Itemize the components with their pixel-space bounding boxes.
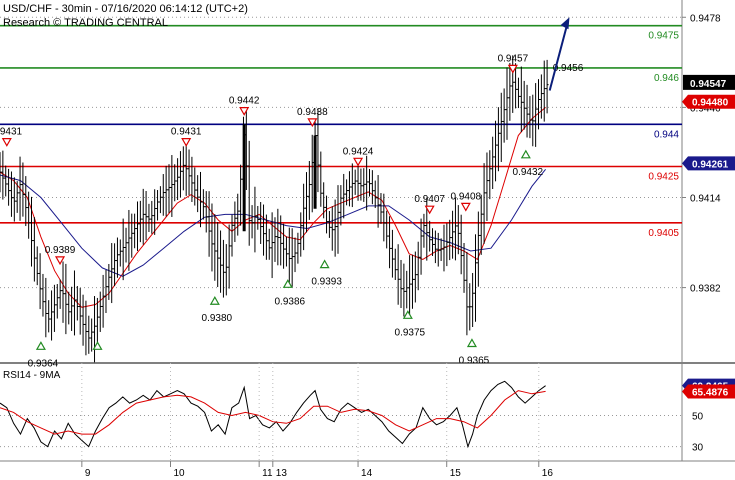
down-marker bbox=[424, 205, 435, 215]
level-label: 0.9425 bbox=[648, 172, 679, 183]
y-tick-label: 0.9414 bbox=[690, 193, 721, 204]
level-label: 0.946 bbox=[654, 73, 679, 84]
forecast-arrow bbox=[548, 17, 570, 91]
swing-markers: 0.9431 0.9364 0.9389 0.9431 0.9380 0.9442 0.93… bbox=[0, 53, 584, 369]
swing-high-label: 0.9438 bbox=[297, 107, 328, 118]
down-marker bbox=[307, 118, 318, 128]
rsi-badge-bg bbox=[682, 384, 735, 399]
down-marker bbox=[239, 107, 250, 116]
up-marker bbox=[466, 338, 477, 348]
y-gridlines bbox=[0, 16, 682, 448]
down-marker bbox=[54, 256, 66, 266]
x-tick-label: 9 bbox=[85, 468, 91, 479]
y-tick-label: 0.9382 bbox=[690, 284, 721, 295]
axis-badge-text: 0.94480 bbox=[692, 98, 729, 109]
up-marker bbox=[402, 310, 413, 319]
x-tick-label: 16 bbox=[542, 468, 554, 479]
x-tick-label: 15 bbox=[450, 468, 462, 479]
up-marker bbox=[282, 279, 293, 288]
horizontal-levels: 0.9475 0.946 0.944 0.9425 0.9405 bbox=[0, 24, 682, 239]
swing-low-label: 0.9380 bbox=[202, 313, 233, 324]
swing-low-label: 0.9364 bbox=[28, 358, 59, 369]
rsi-label: RSI14 - 9MA bbox=[3, 370, 61, 381]
x-tick-label: 11 bbox=[262, 468, 273, 479]
level-label: 0.944 bbox=[654, 129, 679, 140]
swing-low-label: 0.9393 bbox=[311, 277, 342, 288]
level-label: 0.9475 bbox=[648, 31, 679, 42]
swing-low-label: 0.9375 bbox=[395, 327, 426, 338]
up-marker bbox=[520, 149, 531, 159]
x-tick-label: 13 bbox=[276, 468, 288, 479]
rsi-tick-label: 50 bbox=[692, 412, 704, 423]
current-price-text: 0.94547 bbox=[690, 79, 727, 90]
down-marker bbox=[460, 202, 471, 212]
up-marker bbox=[92, 341, 103, 350]
swing-label: 0.9456 bbox=[553, 63, 584, 74]
swing-high-label: 0.9457 bbox=[498, 53, 529, 64]
rsi-tick-label: 30 bbox=[692, 443, 704, 454]
price-axis: 0.9478 0.9446 0.9414 0.9382 50 30 0.94480 0.942… bbox=[682, 13, 735, 454]
swing-high-label: 0.9431 bbox=[171, 127, 202, 138]
price-bars bbox=[0, 55, 549, 363]
swing-high-label: 0.9424 bbox=[343, 146, 374, 157]
axis-badge-text: 0.94261 bbox=[692, 159, 729, 170]
x-tick-label: 14 bbox=[361, 468, 373, 479]
time-axis: 9 10 11 13 14 15 16 bbox=[81, 363, 554, 479]
price-panel-area bbox=[0, 0, 682, 362]
swing-low-label: 0.9386 bbox=[275, 296, 306, 307]
swing-low-label: 0.9365 bbox=[459, 355, 490, 366]
level-label: 0.9405 bbox=[648, 228, 679, 239]
moving-averages bbox=[0, 107, 546, 308]
down-marker bbox=[181, 138, 192, 147]
swing-high-label: 0.9442 bbox=[229, 96, 260, 107]
axis-badge-bg bbox=[682, 156, 735, 171]
up-marker bbox=[35, 341, 46, 350]
chart-title: USD/CHF - 30min - 07/16/2020 06:14:12 (U… bbox=[3, 3, 248, 15]
rsi-line-rsi_ma9 bbox=[0, 390, 546, 435]
rsi-lines: 69.246565.4876 bbox=[0, 378, 735, 449]
swing-high-label: 0.9407 bbox=[414, 194, 445, 205]
forecast-arrow-shaft bbox=[548, 23, 569, 91]
swing-high-label: 0.9389 bbox=[45, 245, 76, 256]
swing-high-label: 0.9431 bbox=[0, 127, 23, 138]
rsi-badge-text: 65.4876 bbox=[692, 387, 729, 398]
forecast-arrow-head bbox=[560, 17, 570, 30]
chart-credit: Research © TRADING CENTRAL bbox=[3, 17, 168, 29]
x-tick-label: 10 bbox=[174, 468, 186, 479]
swing-high-label: 0.9408 bbox=[451, 191, 482, 202]
down-marker bbox=[1, 138, 12, 147]
up-marker bbox=[209, 296, 220, 305]
up-marker bbox=[319, 259, 330, 269]
down-marker bbox=[507, 64, 518, 74]
swing-low-label: 0.9432 bbox=[513, 167, 544, 178]
current-price-bg bbox=[683, 74, 735, 90]
line-ma_fast bbox=[0, 107, 546, 308]
y-tick-label: 0.9478 bbox=[690, 13, 721, 24]
y-tick-label: 0.9446 bbox=[690, 103, 721, 114]
axis-badge-bg bbox=[682, 94, 735, 109]
line-ma_slow bbox=[0, 168, 546, 277]
down-marker bbox=[353, 157, 364, 167]
